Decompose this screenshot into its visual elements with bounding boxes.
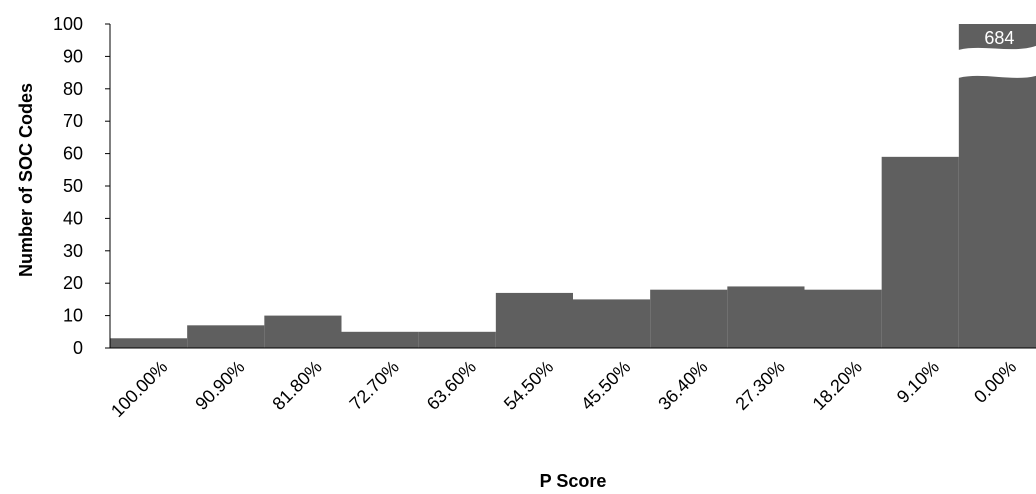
x-tick-labels: 100.00% 90.90% 81.80% 72.70% 63.60% 54.50% 45.… [107, 357, 1020, 421]
x-tick-label: 63.60% [423, 357, 480, 414]
x-tick-label: 36.40% [654, 357, 711, 414]
y-tick-label: 40 [63, 208, 83, 228]
data-labels: 684 [984, 28, 1014, 48]
bar-81.80% [264, 315, 342, 348]
y-tick-label: 0 [73, 338, 83, 358]
y-tick-label: 70 [63, 111, 83, 131]
x-tick-label: 45.50% [577, 357, 634, 414]
bar-18.20% [804, 289, 882, 348]
x-tick-label: 100.00% [107, 357, 171, 421]
x-tick-label: 18.20% [809, 357, 866, 414]
y-tick-label: 100 [53, 14, 83, 34]
y-tick-labels: 0 10 20 30 40 50 60 70 80 90 100 [53, 14, 83, 358]
bar-9.10% [881, 156, 959, 348]
bar-90.90% [187, 325, 265, 348]
bar-100.00% [110, 338, 188, 348]
x-tick-label: 9.10% [893, 357, 943, 407]
x-tick-label: 90.90% [191, 357, 248, 414]
y-tick-label: 30 [63, 241, 83, 261]
bar-72.70% [341, 331, 419, 348]
bars-group [110, 24, 1036, 348]
bar-27.30% [727, 286, 805, 348]
bar-45.50% [573, 299, 651, 348]
bar-54.50% [495, 292, 573, 348]
x-tick-label: 27.30% [731, 357, 788, 414]
x-tick-label: 0.00% [970, 357, 1020, 407]
bar-0.00%-upper [958, 24, 1036, 50]
y-tick-label: 20 [63, 273, 83, 293]
data-label: 684 [984, 28, 1014, 48]
x-tick-label: 81.80% [268, 357, 325, 414]
bar-63.60% [418, 331, 496, 348]
x-axis-title: P Score [540, 471, 607, 491]
x-tick-label: 72.70% [346, 357, 403, 414]
y-tick-label: 60 [63, 144, 83, 164]
y-axis-title: Number of SOC Codes [16, 83, 36, 277]
y-tick-label: 50 [63, 176, 83, 196]
axes-group [105, 23, 1036, 349]
y-tick-label: 10 [63, 306, 83, 326]
y-tick-label: 80 [63, 79, 83, 99]
y-tick-label: 90 [63, 46, 83, 66]
bar-0.00% [958, 75, 1036, 348]
x-tick-label: 54.50% [500, 357, 557, 414]
bar-36.40% [650, 289, 728, 348]
